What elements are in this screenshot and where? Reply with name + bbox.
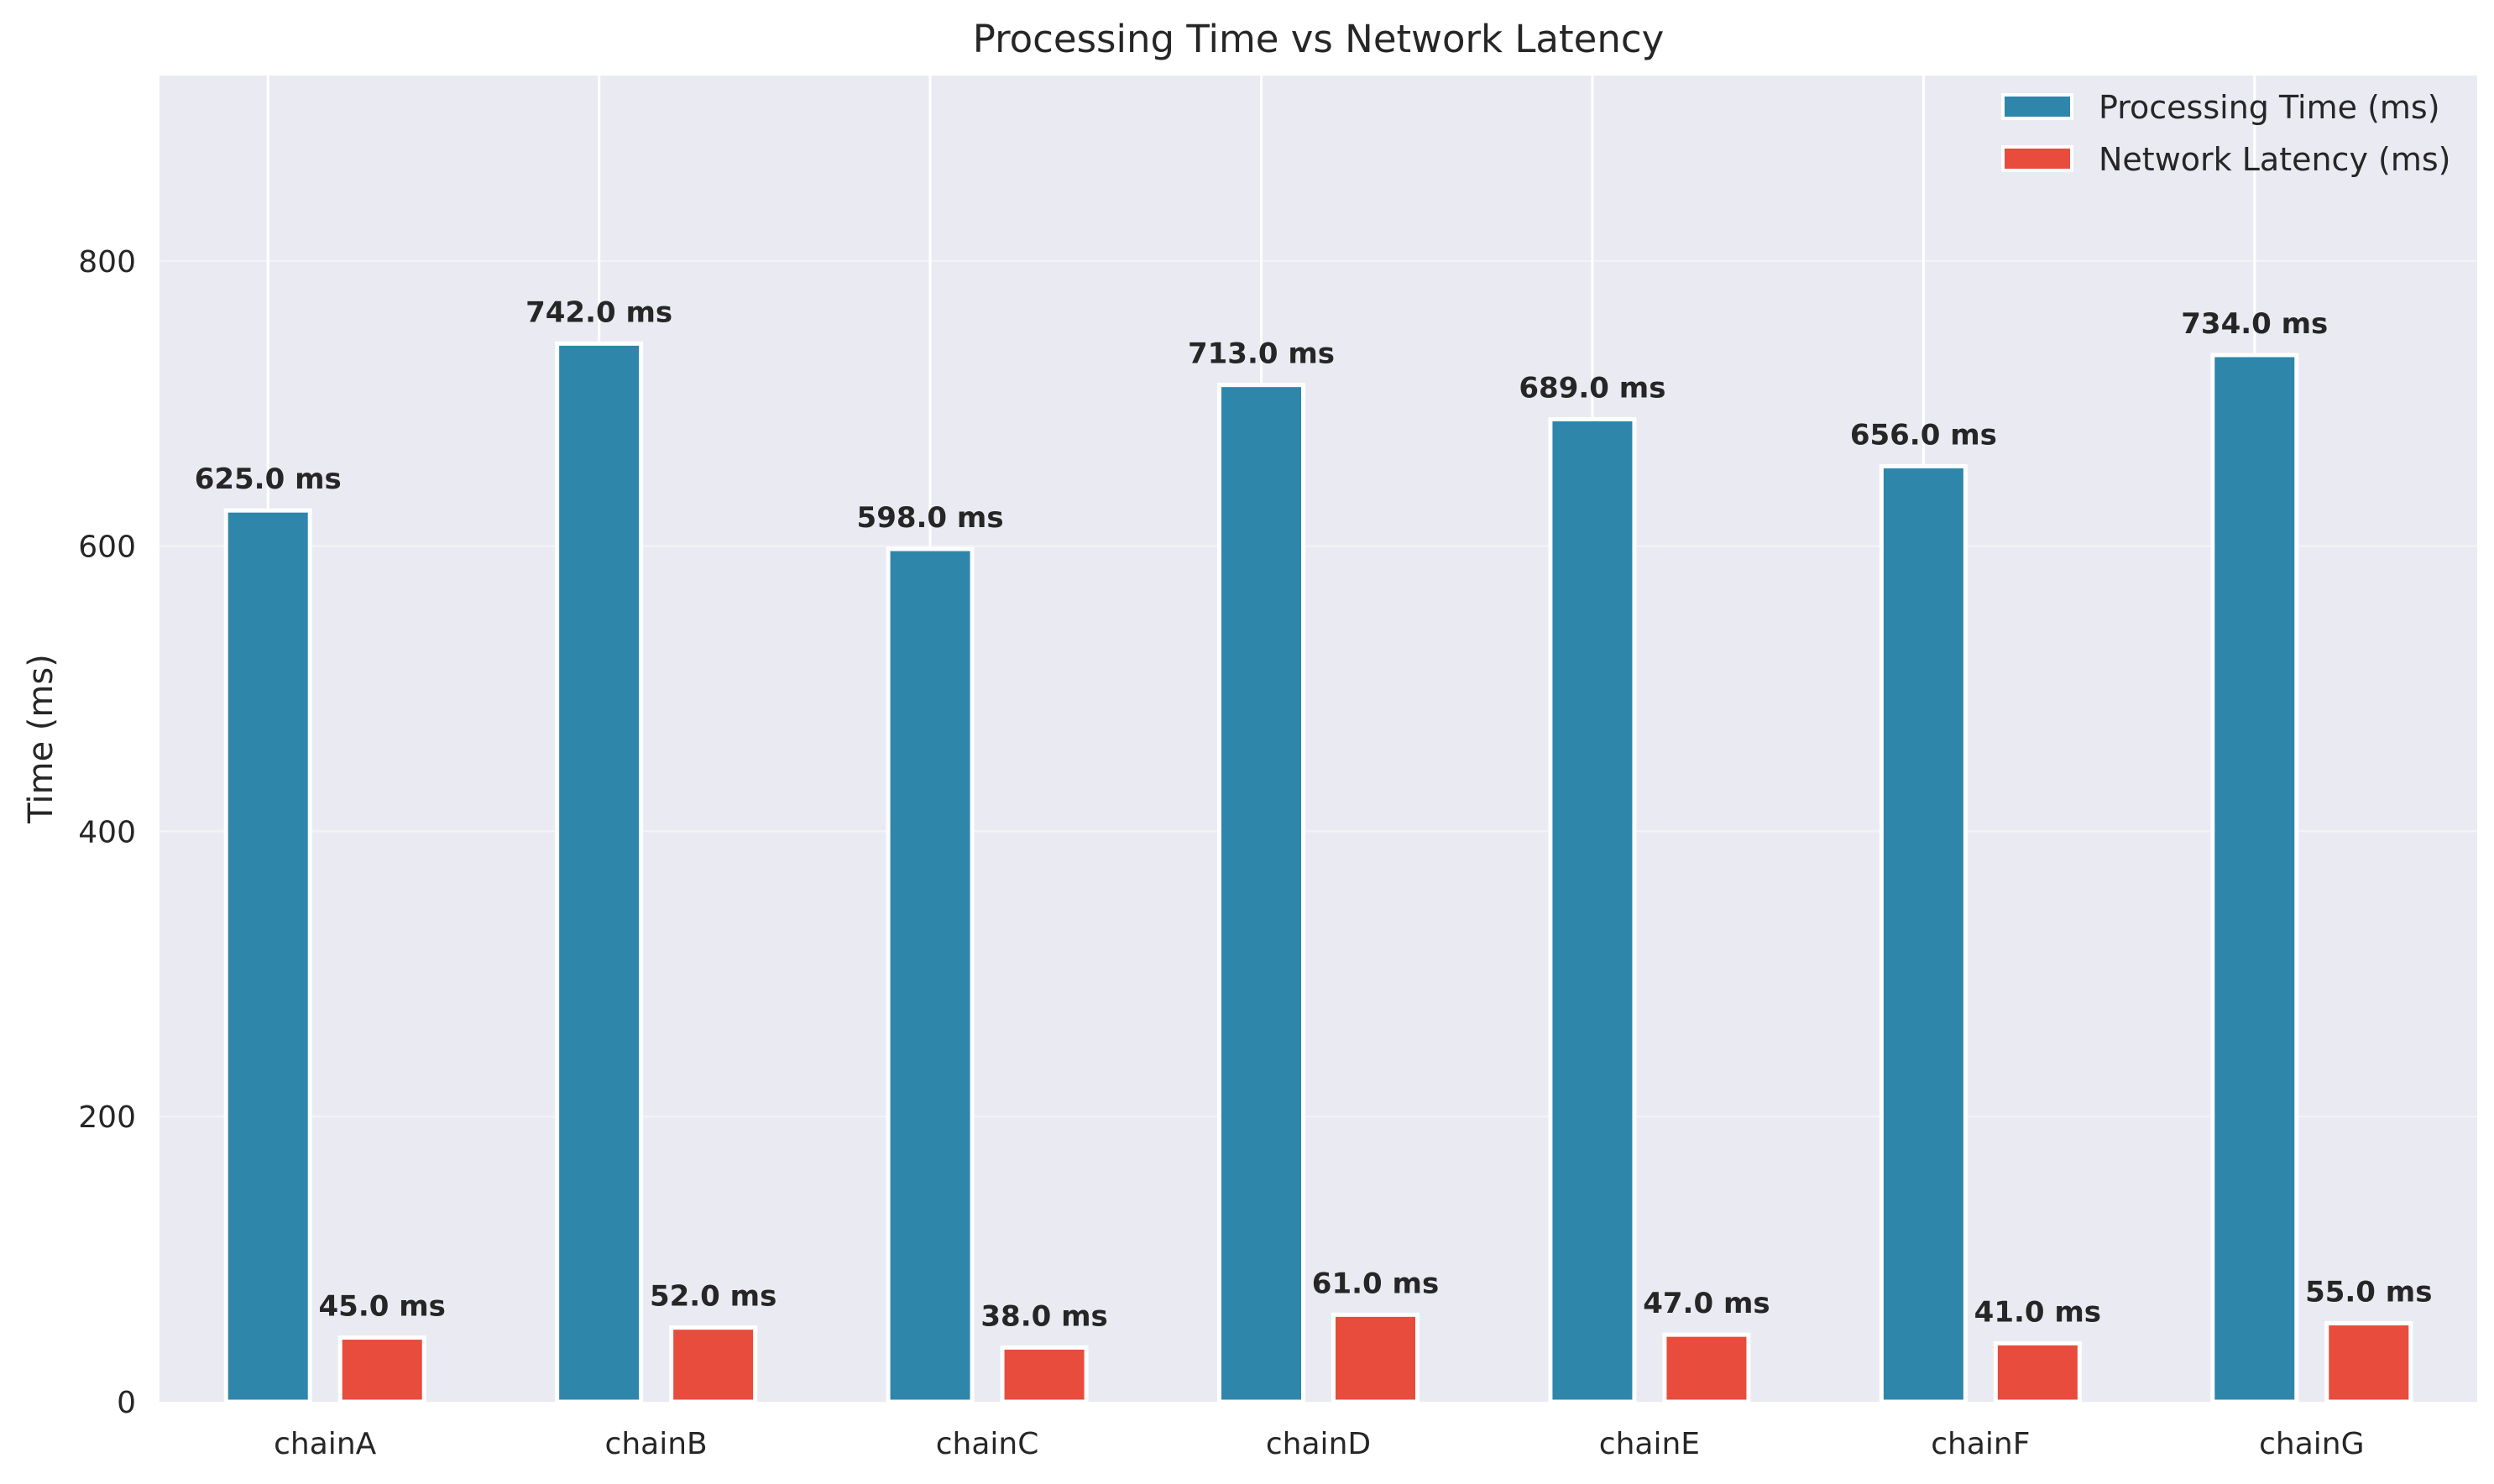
legend-swatch xyxy=(2001,145,2073,172)
data-labels: 625.0 ms 742.0 ms 598.0 ms 713.0 ms 689.0 ms… xyxy=(195,295,2433,1333)
legend-item-network-latency[interactable]: Network Latency (ms) xyxy=(2001,141,2450,178)
x-tick-labels: chainA chainB chainC chainD chainE chainF chai… xyxy=(274,1427,2364,1461)
y-tick-label: 200 xyxy=(78,1100,136,1135)
data-label: 625.0 ms xyxy=(195,462,342,496)
bar-network-latency-chainA[interactable] xyxy=(337,1335,426,1404)
data-label: 45.0 ms xyxy=(319,1290,446,1324)
x-tick-label: chainB xyxy=(605,1427,708,1461)
bar-processing-time-chainF[interactable] xyxy=(1879,464,1968,1404)
data-label: 52.0 ms xyxy=(650,1280,776,1314)
legend[interactable]: Processing Time (ms) Network Latency (ms) xyxy=(2001,89,2450,178)
bar-network-latency-chainD[interactable] xyxy=(1331,1312,1420,1404)
x-tick-label: chainG xyxy=(2259,1427,2364,1461)
x-tick-label: chainC xyxy=(936,1427,1039,1461)
data-label: 47.0 ms xyxy=(1643,1287,1770,1320)
plot-background xyxy=(159,76,2477,1402)
y-tick-labels: 0 200 400 600 800 xyxy=(78,245,136,1420)
x-tick-label: chainD xyxy=(1266,1427,1371,1461)
data-label: 55.0 ms xyxy=(2305,1276,2432,1309)
data-label: 713.0 ms xyxy=(1188,337,1335,371)
y-axis-label: Time (ms) xyxy=(22,654,60,824)
bars xyxy=(223,341,2413,1404)
legend-item-processing-time[interactable]: Processing Time (ms) xyxy=(2001,89,2440,126)
bar-network-latency-chainG[interactable] xyxy=(2324,1321,2413,1404)
bar-network-latency-chainB[interactable] xyxy=(669,1325,758,1404)
chart-title: Processing Time vs Network Latency xyxy=(973,17,1664,61)
y-tick-label: 800 xyxy=(78,245,136,280)
x-tick-label: chainA xyxy=(274,1427,376,1461)
bar-processing-time-chainG[interactable] xyxy=(2210,353,2299,1404)
data-label: 38.0 ms xyxy=(980,1299,1107,1333)
bar-network-latency-chainF[interactable] xyxy=(1993,1340,2082,1404)
data-label: 41.0 ms xyxy=(1974,1295,2101,1329)
y-tick-label: 400 xyxy=(78,815,136,849)
bar-processing-time-chainA[interactable] xyxy=(223,508,312,1404)
x-tick-label: chainF xyxy=(1931,1427,2030,1461)
y-tick-label: 0 xyxy=(117,1386,136,1420)
legend-label: Network Latency (ms) xyxy=(2099,141,2450,178)
data-label: 734.0 ms xyxy=(2181,307,2328,341)
x-tick-label: chainE xyxy=(1599,1427,1700,1461)
y-tick-label: 600 xyxy=(78,530,136,565)
bar-processing-time-chainC[interactable] xyxy=(886,546,975,1404)
legend-label: Processing Time (ms) xyxy=(2099,89,2440,126)
legend-swatch xyxy=(2001,93,2073,120)
bar-network-latency-chainE[interactable] xyxy=(1662,1332,1751,1404)
data-label: 61.0 ms xyxy=(1312,1267,1439,1300)
bar-processing-time-chainD[interactable] xyxy=(1217,383,1305,1404)
bar-processing-time-chainE[interactable] xyxy=(1548,416,1637,1404)
bar-processing-time-chainB[interactable] xyxy=(555,341,644,1404)
data-label: 742.0 ms xyxy=(525,295,672,329)
data-label: 689.0 ms xyxy=(1519,371,1665,405)
data-label: 656.0 ms xyxy=(1850,419,1997,452)
data-label: 598.0 ms xyxy=(857,501,1004,535)
bar-network-latency-chainC[interactable] xyxy=(1000,1345,1089,1404)
